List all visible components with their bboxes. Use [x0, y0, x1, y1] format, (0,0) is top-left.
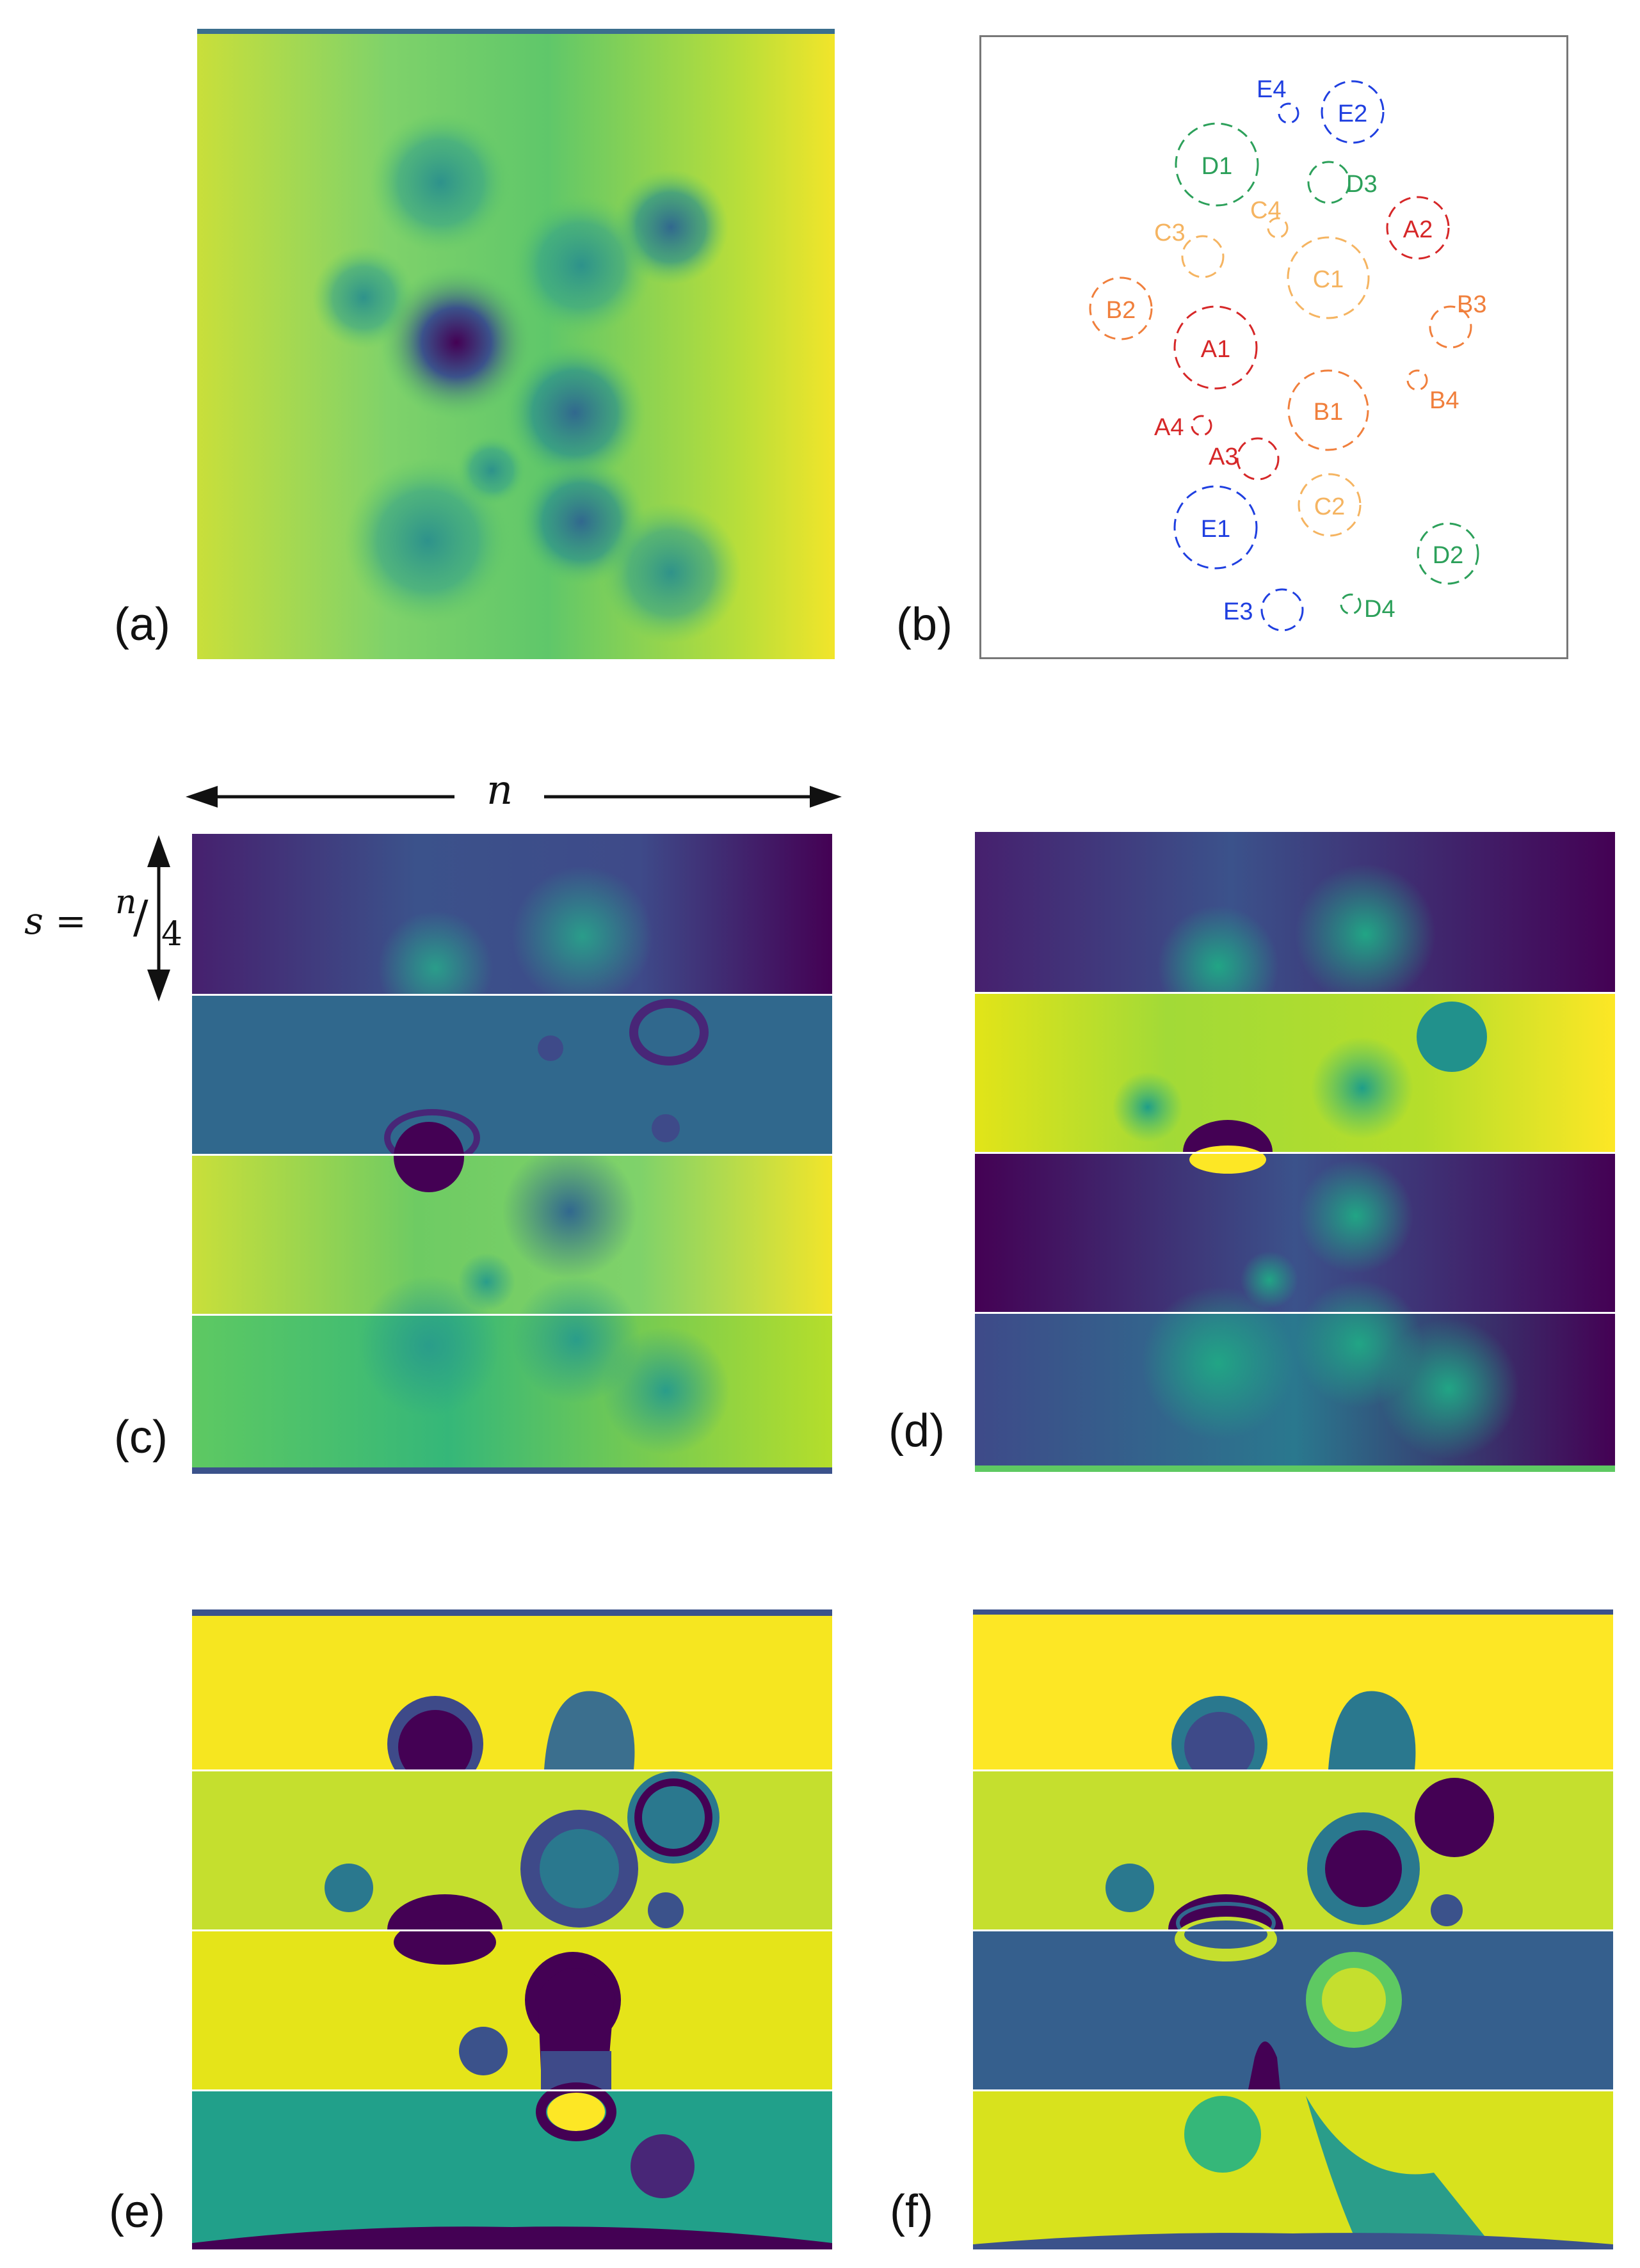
inclusion-circle-c2: [1298, 473, 1362, 537]
inclusion-circle-b1: [1287, 369, 1369, 451]
inclusion-circle-a1: [1173, 305, 1258, 390]
inclusion-label-e2: E2: [1338, 100, 1367, 127]
inclusion-circle-d4: [1340, 593, 1362, 615]
panel-c-image: [192, 834, 832, 1474]
inclusion-circle-a2: [1386, 196, 1450, 260]
strip-formula-denominator: 4: [161, 915, 183, 954]
panel-d-label: (d): [888, 1405, 945, 1457]
inclusion-circle-b3: [1429, 305, 1472, 349]
inclusion-label-b1: B1: [1314, 399, 1343, 426]
inclusion-circle-b4: [1406, 369, 1428, 391]
panel-b-inclusion-map: A1 A2 A3 A4 B1 B2 B3 B4 C1 C2 C3 C4 D1 D2 D3 D4 E1 E2 E3 E4: [979, 35, 1568, 659]
inclusion-label-b4: B4: [1429, 387, 1459, 414]
panel-e-image: [192, 1609, 832, 2249]
inclusion-circle-d3: [1307, 161, 1351, 204]
inclusion-label-d2: D2: [1433, 542, 1464, 569]
inclusion-label-c4: C4: [1250, 197, 1282, 224]
strip-formula-numerator: n: [115, 883, 137, 922]
inclusion-circle-e4: [1278, 102, 1299, 124]
panel-f-label: (f): [890, 2186, 933, 2237]
panel-b-label: (b): [896, 599, 953, 650]
panel-c-label: (c): [114, 1412, 168, 1463]
inclusion-label-e4: E4: [1257, 76, 1286, 103]
panel-e-label: (e): [109, 2186, 165, 2237]
inclusion-circle-c3: [1181, 235, 1225, 278]
strip-formula-slash: /: [133, 891, 149, 943]
inclusion-circle-a3: [1236, 437, 1280, 481]
inclusion-label-e1: E1: [1201, 516, 1230, 543]
inclusion-circle-e1: [1173, 485, 1258, 570]
inclusion-circle-d2: [1417, 522, 1479, 585]
inclusion-label-c1: C1: [1313, 266, 1344, 293]
inclusion-circle-d1: [1175, 122, 1259, 207]
inclusion-circle-a4: [1191, 415, 1212, 436]
inclusion-label-e3: E3: [1223, 598, 1253, 625]
inclusion-label-a4: A4: [1154, 414, 1184, 441]
inclusion-circle-e2: [1321, 80, 1385, 144]
panel-a-image: [197, 29, 835, 659]
panel-a-label: (a): [114, 599, 170, 650]
inclusion-circle-c4: [1267, 217, 1289, 239]
panel-d-image: [975, 832, 1615, 1472]
inclusion-label-c2: C2: [1314, 493, 1346, 520]
inclusion-label-a2: A2: [1403, 216, 1433, 243]
inclusion-label-d3: D3: [1346, 171, 1378, 198]
strip-height-annotation: s = n / 4: [19, 832, 205, 1005]
inclusion-circle-e3: [1260, 588, 1304, 632]
inclusion-label-b3: B3: [1457, 291, 1486, 318]
width-annotation: n: [186, 762, 845, 832]
inclusion-label-b2: B2: [1106, 297, 1136, 324]
panel-f-image: [973, 1609, 1613, 2249]
inclusion-circle-b2: [1089, 276, 1153, 340]
inclusion-label-d1: D1: [1202, 153, 1233, 180]
inclusion-label-a1: A1: [1201, 336, 1230, 363]
inclusion-label-d4: D4: [1364, 596, 1395, 623]
inclusion-circle-c1: [1287, 236, 1370, 319]
inclusion-label-a3: A3: [1209, 443, 1238, 470]
inclusion-label-c3: C3: [1154, 220, 1186, 246]
strip-formula-lhs: s =: [24, 899, 86, 943]
width-symbol: n: [486, 767, 513, 814]
